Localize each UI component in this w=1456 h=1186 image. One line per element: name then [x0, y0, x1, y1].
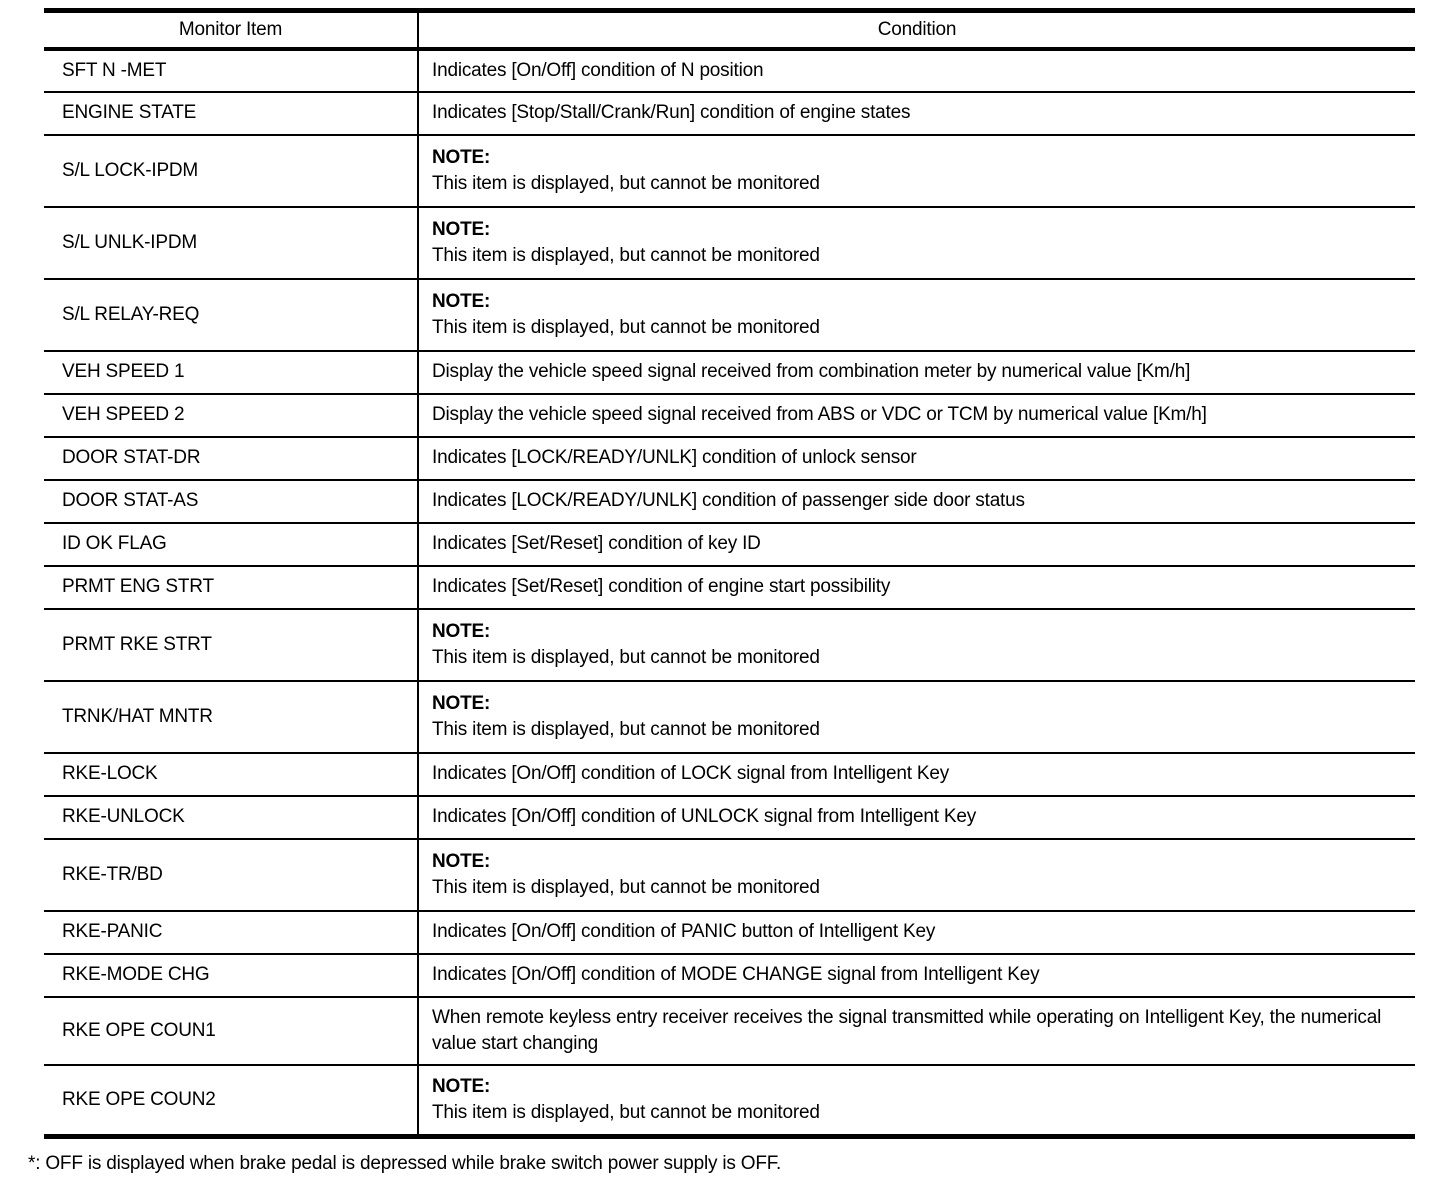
condition-text: This item is displayed, but cannot be mo… [432, 646, 820, 668]
table-row: TRNK/HAT MNTR NOTE: This item is displayed… [44, 680, 1415, 754]
condition-cell: Indicates [On/Off] condition of UNLOCK s… [418, 795, 1415, 840]
condition-text: Indicates [LOCK/READY/UNLK] condition of… [432, 447, 917, 468]
table-row: SFT N -MET Indicates [On/Off] condition o… [44, 48, 1415, 93]
condition-cell: NOTE: This item is displayed, but cannot … [418, 608, 1415, 682]
condition-text: Indicates [On/Off] condition of N positi… [432, 59, 764, 81]
condition-text: This item is displayed, but cannot be mo… [432, 244, 820, 266]
condition-cell: NOTE: This item is displayed, but cannot … [418, 206, 1415, 280]
table-row: ID OK FLAG Indicates [Set/Reset] conditio… [44, 522, 1415, 567]
condition-text: Display the vehicle speed signal receive… [432, 361, 1191, 382]
table-row: S/L UNLK-IPDM NOTE: This item is displayed… [44, 206, 1415, 280]
condition-cell: When remote keyless entry receiver recei… [418, 996, 1415, 1066]
condition-text: This item is displayed, but cannot be mo… [432, 718, 820, 740]
condition-cell: Indicates [Stop/Stall/Crank/Run] conditi… [418, 91, 1415, 136]
monitor-item-cell: RKE-MODE CHG [44, 953, 419, 998]
monitor-item-cell: PRMT ENG STRT [44, 565, 419, 610]
monitor-item-cell: S/L RELAY-REQ [44, 278, 419, 352]
table-row: RKE OPE COUN2 NOTE: This item is displayed… [44, 1064, 1415, 1138]
table-row: RKE-PANIC Indicates [On/Off] condition of… [44, 910, 1415, 955]
condition-cell: Indicates [On/Off] condition of N positi… [418, 48, 1415, 93]
monitor-item-cell: PRMT RKE STRT [44, 608, 419, 682]
table-row: RKE-MODE CHG Indicates [On/Off] condition… [44, 953, 1415, 998]
note-label: NOTE: [432, 620, 491, 642]
monitor-item-cell: DOOR STAT-AS [44, 479, 419, 524]
note-label: NOTE: [432, 850, 491, 872]
table-body: SFT N -MET Indicates [On/Off] condition o… [44, 48, 1415, 1138]
condition-text: Indicates [On/Off] condition of MODE CHA… [432, 964, 1040, 985]
monitor-item-cell: VEH SPEED 2 [44, 393, 419, 438]
table-row: VEH SPEED 1 Display the vehicle speed sig… [44, 350, 1415, 395]
condition-text: Indicates [On/Off] condition of PANIC bu… [432, 921, 936, 942]
monitor-item-cell: ID OK FLAG [44, 522, 419, 567]
monitor-item-cell: S/L UNLK-IPDM [44, 206, 419, 280]
condition-cell: Indicates [Set/Reset] condition of engin… [418, 565, 1415, 610]
table-row: RKE-UNLOCK Indicates [On/Off] condition o… [44, 795, 1415, 840]
table-row: S/L RELAY-REQ NOTE: This item is displayed… [44, 278, 1415, 352]
condition-cell: NOTE: This item is displayed, but cannot … [418, 134, 1415, 208]
monitor-item-cell: RKE OPE COUN1 [44, 996, 419, 1066]
table-row: VEH SPEED 2 Display the vehicle speed sig… [44, 393, 1415, 438]
condition-cell: Indicates [LOCK/READY/UNLK] condition of… [418, 436, 1415, 481]
monitor-item-cell: RKE-LOCK [44, 752, 419, 797]
monitor-item-cell: DOOR STAT-DR [44, 436, 419, 481]
monitor-item-cell: S/L LOCK-IPDM [44, 134, 419, 208]
condition-text: Indicates [On/Off] condition of UNLOCK s… [432, 806, 977, 827]
monitor-item-cell: RKE-UNLOCK [44, 795, 419, 840]
condition-cell: Display the vehicle speed signal receive… [418, 350, 1415, 395]
condition-cell: NOTE: This item is displayed, but cannot … [418, 1064, 1415, 1138]
column-header-monitor-item: Monitor Item [44, 10, 419, 51]
note-label: NOTE: [432, 218, 491, 240]
condition-cell: Display the vehicle speed signal receive… [418, 393, 1415, 438]
table-row: PRMT RKE STRT NOTE: This item is displayed… [44, 608, 1415, 682]
condition-cell: Indicates [On/Off] condition of PANIC bu… [418, 910, 1415, 955]
condition-text: This item is displayed, but cannot be mo… [432, 1101, 820, 1123]
condition-cell: Indicates [Set/Reset] condition of key I… [418, 522, 1415, 567]
table-row: ENGINE STATE Indicates [Stop/Stall/Crank/… [44, 91, 1415, 136]
condition-cell: Indicates [On/Off] condition of MODE CHA… [418, 953, 1415, 998]
condition-text: Display the vehicle speed signal receive… [432, 404, 1207, 425]
condition-cell: Indicates [On/Off] condition of LOCK sig… [418, 752, 1415, 797]
condition-text: Indicates [Set/Reset] condition of engin… [432, 576, 891, 597]
note-label: NOTE: [432, 290, 491, 312]
condition-cell: NOTE: This item is displayed, but cannot … [418, 680, 1415, 754]
condition-text: Indicates [On/Off] condition of LOCK sig… [432, 763, 950, 784]
note-label: NOTE: [432, 1075, 491, 1097]
column-header-condition: Condition [418, 10, 1415, 51]
table-row: DOOR STAT-DR Indicates [LOCK/READY/UNLK] … [44, 436, 1415, 481]
table-row: PRMT ENG STRT Indicates [Set/Reset] condi… [44, 565, 1415, 610]
table-row: S/L LOCK-IPDM NOTE: This item is displayed… [44, 134, 1415, 208]
condition-text: Indicates [LOCK/READY/UNLK] condition of… [432, 490, 1025, 511]
condition-cell: NOTE: This item is displayed, but cannot … [418, 278, 1415, 352]
monitor-item-cell: TRNK/HAT MNTR [44, 680, 419, 754]
condition-cell: Indicates [LOCK/READY/UNLK] condition of… [418, 479, 1415, 524]
monitor-item-cell: RKE-PANIC [44, 910, 419, 955]
condition-text: Indicates [Stop/Stall/Crank/Run] conditi… [432, 102, 911, 123]
table-row: RKE OPE COUN1 When remote keyless entry r… [44, 996, 1415, 1066]
table-row: RKE-TR/BD NOTE: This item is displayed, bu… [44, 838, 1415, 912]
condition-text: This item is displayed, but cannot be mo… [432, 172, 820, 194]
monitor-item-cell: ENGINE STATE [44, 91, 419, 136]
condition-text: Indicates [Set/Reset] condition of key I… [432, 533, 761, 554]
note-label: NOTE: [432, 146, 491, 168]
note-label: NOTE: [432, 692, 491, 714]
monitor-item-table: Monitor Item Condition SFT N -MET Indicat… [44, 8, 1415, 1139]
monitor-item-cell: RKE-TR/BD [44, 838, 419, 912]
footnote: *: OFF is displayed when brake pedal is … [28, 1153, 782, 1174]
condition-cell: NOTE: This item is displayed, but cannot … [418, 838, 1415, 912]
table-row: DOOR STAT-AS Indicates [LOCK/READY/UNLK] … [44, 479, 1415, 524]
monitor-item-cell: SFT N -MET [44, 48, 419, 93]
monitor-item-cell: RKE OPE COUN2 [44, 1064, 419, 1138]
condition-text: This item is displayed, but cannot be mo… [432, 316, 820, 338]
header-row: Monitor Item Condition [44, 10, 1415, 51]
condition-text: This item is displayed, but cannot be mo… [432, 876, 820, 898]
condition-text: When remote keyless entry receiver recei… [432, 1006, 1382, 1054]
monitor-item-cell: VEH SPEED 1 [44, 350, 419, 395]
table-row: RKE-LOCK Indicates [On/Off] condition of … [44, 752, 1415, 797]
